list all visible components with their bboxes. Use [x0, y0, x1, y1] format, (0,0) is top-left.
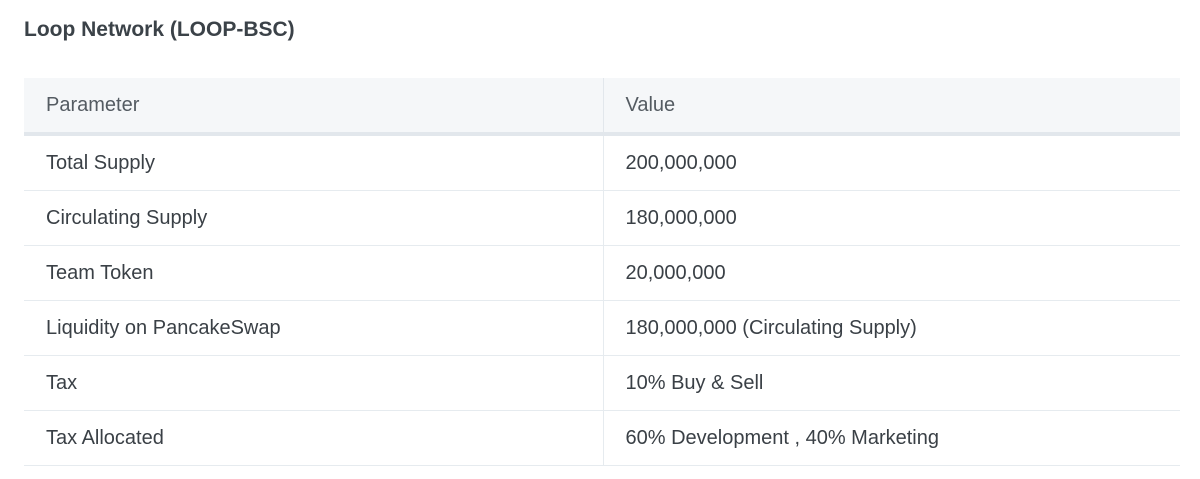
- parameter-cell: Tax Allocated: [24, 410, 603, 466]
- table-header: Parameter Value: [24, 78, 1180, 136]
- page-title: Loop Network (LOOP-BSC): [24, 18, 295, 41]
- table-row: Tax 10% Buy & Sell: [24, 355, 1180, 411]
- table-row: Circulating Supply 180,000,000: [24, 190, 1180, 246]
- table-header-row: Parameter Value: [24, 78, 1180, 136]
- token-parameters-table-container: Parameter Value Total Supply 200,000,000…: [24, 78, 1180, 466]
- parameter-cell: Total Supply: [24, 134, 603, 191]
- parameter-cell: Liquidity on PancakeSwap: [24, 300, 603, 356]
- parameter-cell: Tax: [24, 355, 603, 411]
- table-row: Liquidity on PancakeSwap 180,000,000 (Ci…: [24, 300, 1180, 356]
- value-cell: 20,000,000: [602, 245, 1180, 301]
- value-cell: 180,000,000: [602, 190, 1180, 246]
- table-row: Team Token 20,000,000: [24, 245, 1180, 301]
- value-cell: 200,000,000: [602, 134, 1180, 191]
- token-parameters-table: Parameter Value Total Supply 200,000,000…: [24, 78, 1180, 466]
- table-row: Total Supply 200,000,000: [24, 134, 1180, 191]
- table-body: Total Supply 200,000,000 Circulating Sup…: [24, 134, 1180, 466]
- column-header-value: Value: [602, 78, 1180, 136]
- value-cell: 60% Development , 40% Marketing: [602, 410, 1180, 466]
- parameter-cell: Team Token: [24, 245, 603, 301]
- table-row: Tax Allocated 60% Development , 40% Mark…: [24, 410, 1180, 466]
- parameter-cell: Circulating Supply: [24, 190, 603, 246]
- value-cell: 10% Buy & Sell: [602, 355, 1180, 411]
- column-header-parameter: Parameter: [24, 78, 603, 136]
- value-cell: 180,000,000 (Circulating Supply): [602, 300, 1180, 356]
